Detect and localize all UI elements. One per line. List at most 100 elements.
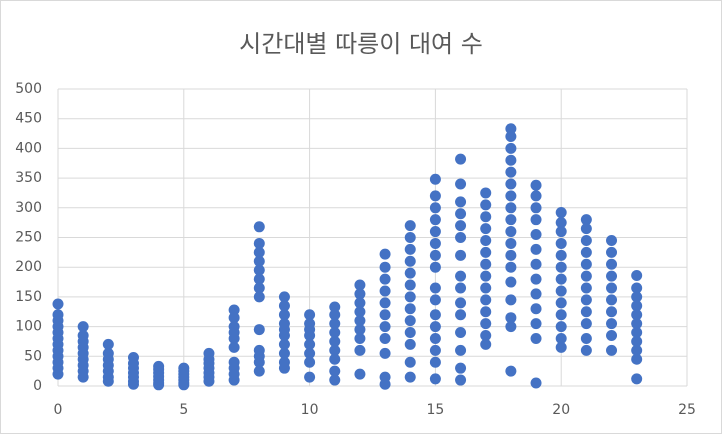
- point: [379, 261, 391, 273]
- point: [354, 297, 366, 309]
- point: [530, 214, 542, 226]
- point: [404, 291, 416, 303]
- point: [505, 178, 517, 190]
- point: [379, 309, 391, 321]
- point: [429, 332, 441, 344]
- point: [505, 237, 517, 249]
- point: [455, 309, 467, 321]
- point: [580, 258, 592, 270]
- point: [606, 318, 618, 330]
- point: [631, 291, 643, 303]
- point: [253, 282, 265, 294]
- x-tick-label: 0: [54, 402, 63, 418]
- point: [278, 309, 290, 321]
- point: [354, 332, 366, 344]
- y-tick-label: 150: [15, 289, 42, 305]
- point: [429, 356, 441, 368]
- point: [555, 321, 567, 333]
- point: [228, 341, 240, 353]
- point: [253, 273, 265, 285]
- point: [480, 330, 492, 342]
- point: [253, 365, 265, 377]
- y-tick-label: 200: [15, 259, 42, 275]
- point: [404, 338, 416, 350]
- point: [455, 196, 467, 208]
- point: [505, 321, 517, 333]
- point: [228, 304, 240, 316]
- point: [404, 356, 416, 368]
- point: [304, 338, 316, 350]
- point: [429, 309, 441, 321]
- point: [505, 276, 517, 288]
- point: [429, 202, 441, 214]
- point: [580, 223, 592, 235]
- point: [354, 315, 366, 327]
- point: [480, 199, 492, 211]
- point: [455, 282, 467, 294]
- point: [580, 246, 592, 258]
- point: [505, 294, 517, 306]
- y-tick-label: 400: [15, 140, 42, 156]
- point: [580, 306, 592, 318]
- point: [379, 285, 391, 297]
- point: [530, 190, 542, 202]
- point: [379, 297, 391, 309]
- point: [631, 270, 643, 282]
- point: [580, 294, 592, 306]
- y-tick-label: 250: [15, 230, 42, 246]
- x-tick-label: 5: [179, 402, 188, 418]
- point: [505, 202, 517, 214]
- point: [455, 270, 467, 282]
- point: [455, 220, 467, 232]
- point: [505, 214, 517, 226]
- point: [278, 330, 290, 342]
- point: [480, 270, 492, 282]
- point: [631, 353, 643, 365]
- point: [555, 341, 567, 353]
- point: [304, 356, 316, 368]
- point: [631, 327, 643, 339]
- point: [530, 179, 542, 191]
- point: [228, 374, 240, 386]
- point: [505, 123, 517, 135]
- point: [505, 142, 517, 154]
- point: [329, 318, 341, 330]
- y-tick-label: 0: [33, 378, 42, 394]
- point: [455, 153, 467, 165]
- point: [606, 294, 618, 306]
- point: [606, 270, 618, 282]
- point: [253, 324, 265, 336]
- x-tick-label: 10: [301, 402, 319, 418]
- point: [505, 365, 517, 377]
- point: [455, 208, 467, 220]
- point: [631, 300, 643, 312]
- point: [379, 321, 391, 333]
- y-tick-label: 500: [15, 81, 42, 97]
- point: [480, 223, 492, 235]
- point: [555, 297, 567, 309]
- point: [329, 374, 341, 386]
- point: [228, 332, 240, 344]
- point: [52, 368, 64, 380]
- point: [606, 246, 618, 258]
- point: [530, 202, 542, 214]
- point: [429, 344, 441, 356]
- point: [404, 267, 416, 279]
- point: [505, 154, 517, 166]
- point: [379, 347, 391, 359]
- point: [354, 344, 366, 356]
- point: [253, 221, 265, 233]
- point: [429, 173, 441, 185]
- point: [631, 373, 643, 385]
- point: [429, 294, 441, 306]
- point: [429, 190, 441, 202]
- point: [455, 232, 467, 243]
- point: [354, 279, 366, 291]
- point: [404, 371, 416, 383]
- point: [530, 243, 542, 255]
- point: [606, 344, 618, 356]
- point: [278, 291, 290, 303]
- y-tick-label: 350: [15, 170, 42, 186]
- point: [480, 258, 492, 270]
- point: [480, 211, 492, 223]
